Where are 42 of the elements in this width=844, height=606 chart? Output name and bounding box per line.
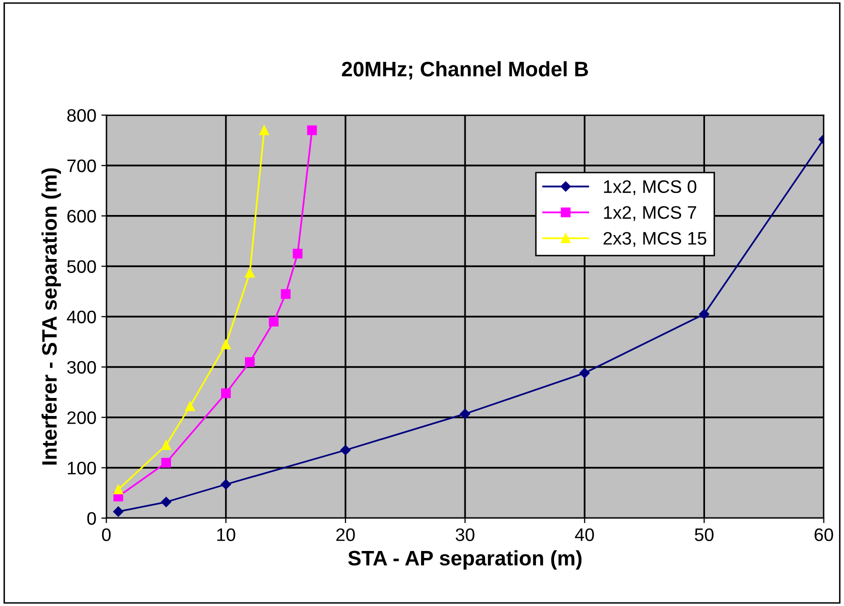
- point: [113, 484, 124, 494]
- y-tick-label: 200: [67, 411, 96, 424]
- point: [244, 268, 255, 278]
- point: [292, 248, 303, 259]
- point: [161, 496, 172, 508]
- x-tick-label: 60: [814, 528, 834, 542]
- point: [221, 339, 231, 350]
- point: [244, 357, 255, 367]
- point: [220, 479, 232, 490]
- point: [113, 506, 124, 517]
- y-tick-label: 400: [66, 310, 96, 324]
- x-tick-label: 40: [574, 528, 594, 542]
- y-tick-label: 300: [67, 360, 96, 374]
- point: [699, 309, 710, 320]
- x-axis-title: STA - AP separation (m): [348, 550, 582, 570]
- y-tick-label: 500: [67, 260, 96, 273]
- point: [340, 445, 351, 456]
- legend-label: 1x2, MCS 7: [604, 206, 696, 222]
- x-tick-label: 50: [694, 528, 714, 542]
- chart-title: 20MHz; Channel Model B: [342, 61, 588, 80]
- y-axis-title: Interferer - STA separation (m): [42, 168, 61, 465]
- point: [460, 408, 470, 419]
- point: [185, 401, 195, 412]
- x-tick-label: 0: [102, 528, 111, 542]
- point: [161, 458, 171, 468]
- point: [579, 368, 590, 378]
- x-tick-label: 10: [217, 528, 236, 542]
- y-tick-label: 0: [87, 512, 96, 525]
- legend-label: 2x3, MCS 15: [604, 232, 706, 247]
- point: [280, 289, 291, 299]
- x-tick-label: 30: [456, 528, 474, 542]
- y-tick-label: 100: [68, 462, 96, 474]
- legend-label: 1x2, MCS 0: [604, 180, 696, 196]
- x-tick-label: 20: [336, 528, 355, 542]
- point: [259, 125, 270, 136]
- y-tick-label: 700: [67, 159, 96, 172]
- y-tick-label: 800: [67, 109, 96, 122]
- point: [307, 125, 317, 136]
- point: [161, 440, 171, 450]
- point: [268, 316, 279, 327]
- y-tick-label: 600: [67, 210, 96, 223]
- point: [221, 388, 231, 398]
